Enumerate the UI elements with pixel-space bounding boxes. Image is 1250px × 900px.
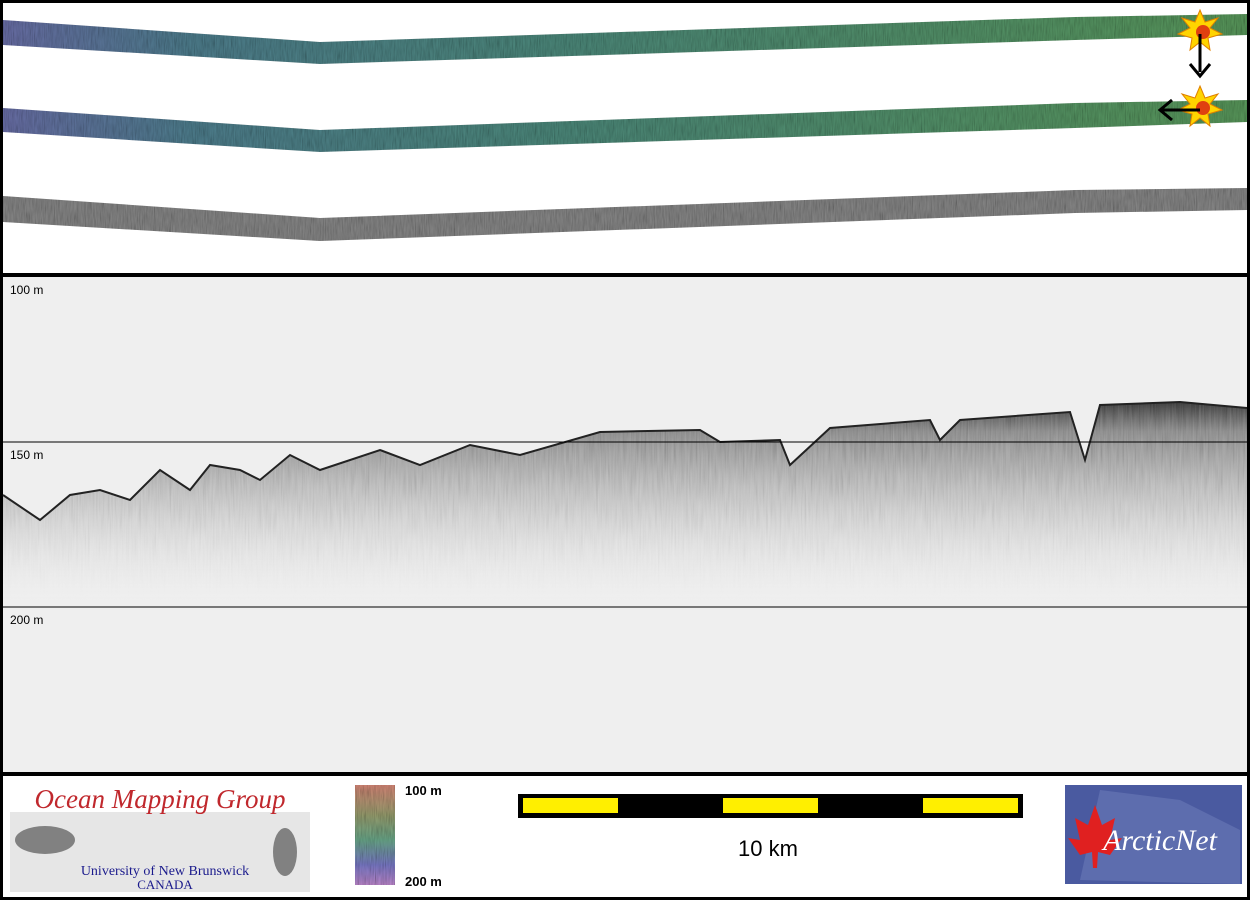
omg-university: University of New Brunswick bbox=[81, 864, 249, 879]
omg-logo: Ocean Mapping Group University of New Br… bbox=[10, 784, 310, 892]
swath-bathymetry bbox=[3, 14, 1247, 64]
depth-label: 200 m bbox=[10, 613, 43, 627]
swath-sidescan bbox=[3, 188, 1247, 241]
arcticnet-logo: ArcticNet bbox=[1065, 785, 1242, 884]
colorbar-bottom-label: 200 m bbox=[405, 874, 442, 889]
arcticnet-text: ArcticNet bbox=[1101, 824, 1218, 857]
seabed-line bbox=[2, 400, 1248, 522]
scale-bar bbox=[518, 794, 1023, 818]
seabed-echo bbox=[3, 402, 1247, 600]
ship-markers bbox=[1157, 8, 1224, 128]
depth-label: 150 m bbox=[10, 448, 43, 462]
swath-backscatter bbox=[3, 100, 1247, 152]
depth-axis: 100 m 150 m 200 m bbox=[3, 283, 1247, 627]
colorbar bbox=[355, 785, 395, 885]
scale-label: 10 km bbox=[738, 836, 798, 861]
colorbar-top-label: 100 m bbox=[405, 783, 442, 798]
omg-title: Ocean Mapping Group bbox=[35, 784, 286, 814]
depth-label: 100 m bbox=[10, 283, 43, 297]
omg-country: CANADA bbox=[137, 877, 193, 892]
